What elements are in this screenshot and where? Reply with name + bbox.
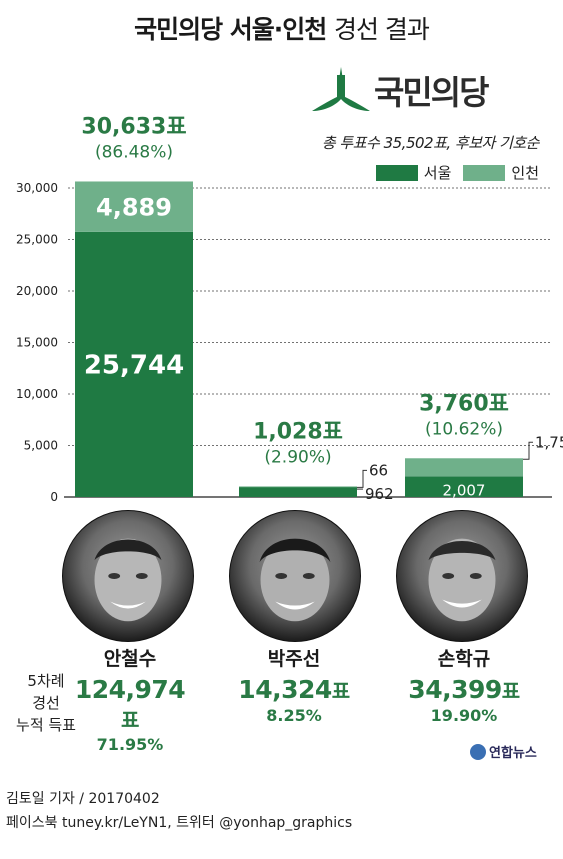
candidate-votes: 14,324표	[224, 675, 364, 704]
bar-incheon-value-label: 4,889	[96, 194, 172, 222]
bar-incheon	[405, 458, 523, 477]
candidate-summary-park: 박주선 14,324표 8.25%	[224, 644, 364, 725]
agency-logo-icon	[470, 743, 486, 760]
candidate-photo-ahn	[62, 510, 194, 642]
y-tick-label: 25,000	[16, 233, 58, 247]
bar-seoul	[75, 231, 193, 498]
party-brand: 국민의당	[310, 62, 489, 118]
legend-item-incheon: 인천	[463, 162, 539, 183]
cumulative-label-line-3: 누적 득표	[16, 716, 76, 734]
bar-seoul-value-label: 962	[365, 485, 394, 503]
title-bold: 국민의당 서울·인천	[134, 15, 327, 44]
candidate-votes-unit: 표	[121, 708, 139, 732]
candidate-name: 손학규	[437, 648, 491, 670]
candidate-percent: 19.90%	[430, 706, 498, 725]
page-title: 국민의당 서울·인천 경선 결과	[0, 10, 563, 46]
cumulative-label: 5차례 경선 누적 득표	[14, 670, 78, 736]
bar-total-label: 30,633표	[81, 114, 186, 139]
candidate-percent: 8.25%	[266, 706, 322, 725]
candidate-votes-value: 124,974	[74, 675, 186, 704]
y-tick-label: 15,000	[16, 336, 58, 350]
bar-seoul	[239, 487, 357, 497]
candidate-name: 박주선	[267, 648, 321, 670]
candidate-percent: 71.95%	[96, 735, 164, 754]
chart-subtitle: 총 투표수 35,502표, 후보자 기호순	[321, 134, 540, 152]
footer-social: 페이스북 tuney.kr/LeYN1, 트위터 @yonhap_graphic…	[6, 815, 353, 831]
party-name: 국민의당	[374, 73, 489, 112]
y-tick-label: 30,000	[16, 181, 58, 195]
party-logo-icon	[312, 67, 370, 111]
cumulative-label-line-2: 경선	[32, 694, 60, 712]
agency-logo-text: 연합뉴스	[489, 746, 537, 761]
candidate-votes-unit: 표	[331, 679, 350, 703]
bar-incheon-value-label: 1,753	[535, 433, 563, 451]
footer-credit: 김토일 기자 / 20170402	[6, 791, 160, 807]
bar-incheon	[75, 181, 193, 232]
legend-label-incheon: 인천	[511, 164, 539, 182]
legend-item-seoul: 서울	[375, 162, 452, 183]
y-tick-label: 5,000	[24, 439, 58, 453]
candidate-summary-sohn: 손학규 34,399표 19.90%	[394, 644, 534, 725]
bar-seoul	[405, 476, 523, 497]
bar-seoul-value-label: 2,007	[443, 482, 486, 500]
bar-incheon-value-label: 66	[369, 461, 388, 479]
chart-legend: 서울 인천	[364, 162, 539, 183]
stacked-bar-chart: 0 5,000 10,000 15,000 20,000 25,000 30,000 30,6…	[16, 114, 563, 504]
candidate-summary-ahn: 안철수 124,974 표 71.95%	[68, 644, 192, 754]
candidate-name: 안철수	[103, 648, 157, 670]
bar-total-label: 1,028표	[253, 419, 343, 444]
bar-total-percent: (86.48%)	[95, 142, 173, 162]
bar-total-percent: (10.62%)	[425, 419, 503, 439]
candidate-votes: 34,399표	[394, 675, 534, 704]
title-light: 경선 결과	[333, 15, 430, 44]
y-tick-label: 20,000	[16, 284, 58, 298]
candidate-photo-park	[229, 510, 361, 642]
candidate-votes-unit: 표	[501, 679, 520, 703]
y-tick-label: 10,000	[16, 387, 58, 401]
cumulative-label-line-1: 5차례	[27, 672, 65, 690]
candidate-votes: 124,974 표	[68, 675, 192, 733]
bar-incheon-leader	[357, 469, 367, 488]
candidate-votes-value: 14,324	[238, 675, 332, 704]
agency-logo: 연합뉴스	[470, 742, 537, 761]
y-tick-label: 0	[50, 490, 58, 504]
legend-swatch-seoul	[375, 164, 418, 181]
bar-seoul-value-label: 25,744	[84, 350, 184, 380]
candidate-photo-sohn	[396, 510, 528, 642]
bar-total-percent: (2.90%)	[264, 447, 331, 467]
bar-incheon-leader	[523, 441, 533, 460]
legend-swatch-incheon	[463, 164, 506, 181]
bar-incheon	[239, 486, 357, 488]
legend-label-seoul: 서울	[423, 164, 452, 182]
bar-total-label: 3,760표	[419, 391, 509, 416]
candidate-votes-value: 34,399	[408, 675, 502, 704]
